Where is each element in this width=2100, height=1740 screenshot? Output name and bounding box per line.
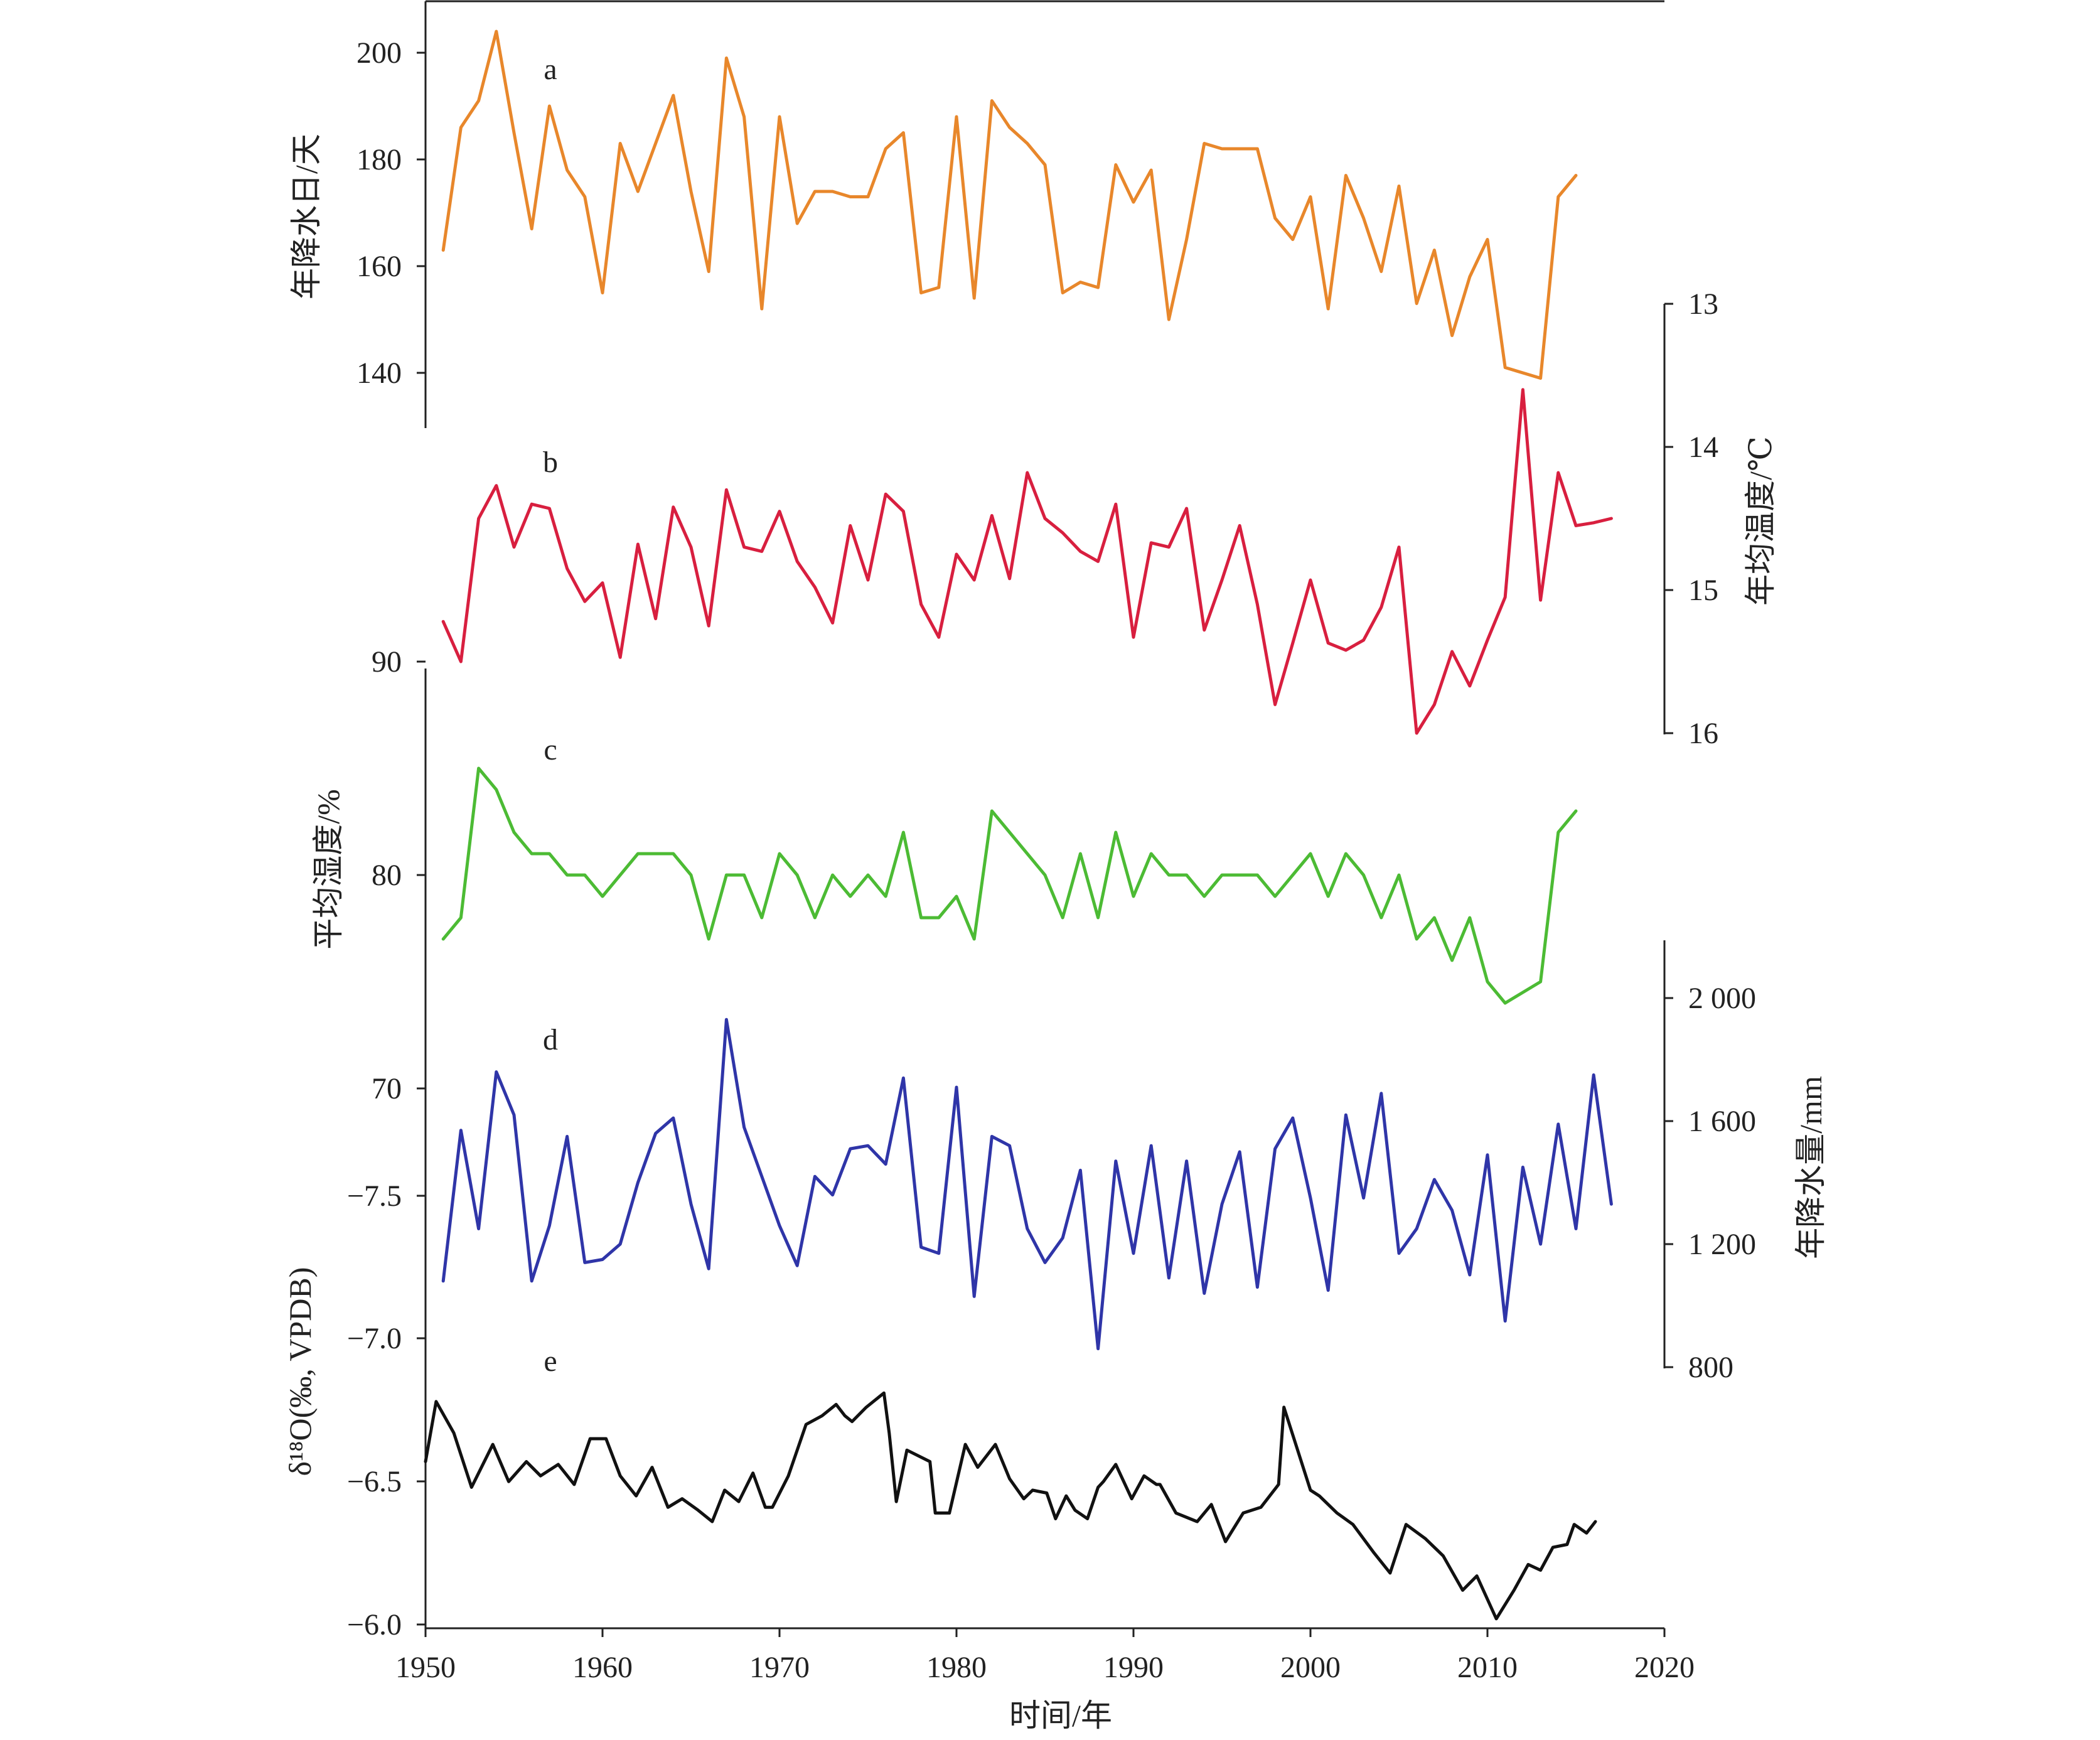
axis-e-ticks: −7.5 −7.0 −6.5 −6.0 <box>347 1179 426 1641</box>
b-axis-title: 年均温度/℃ <box>1743 436 1778 606</box>
b-tick-label-16: 16 <box>1688 717 1718 750</box>
x-tick-label-1970: 1970 <box>749 1651 810 1684</box>
x-tick-label-2000: 2000 <box>1280 1651 1341 1684</box>
panel-letter-a: a <box>544 53 557 86</box>
b-tick-label-14: 14 <box>1688 431 1718 464</box>
e-tick-label-m7-5: −7.5 <box>347 1179 402 1213</box>
x-axis-tick-labels: 1950 1960 1970 1980 1990 2000 2010 2020 <box>395 1651 1695 1684</box>
a-tick-label-180: 180 <box>356 143 402 176</box>
d-tick-label-2000: 2 000 <box>1688 982 1756 1015</box>
x-tick-label-1980: 1980 <box>926 1651 987 1684</box>
e-tick-label-m6-5: −6.5 <box>347 1465 402 1498</box>
x-axis-ticks <box>424 1628 1666 1637</box>
series-line-d <box>441 1018 1613 1351</box>
series-line-a <box>441 30 1578 380</box>
x-tick-label-2010: 2010 <box>1457 1651 1518 1684</box>
d-tick-label-800: 800 <box>1688 1351 1733 1384</box>
e-tick-label-m6-0: −6.0 <box>347 1608 402 1641</box>
axis-b-ticks: 13 14 15 16 <box>1664 287 1718 750</box>
b-tick-label-13: 13 <box>1688 287 1718 321</box>
a-tick-label-200: 200 <box>356 36 402 70</box>
e-axis-title: δ¹⁸O(‰, VPDB) <box>282 1267 318 1476</box>
series-layer <box>424 30 1613 1621</box>
axis-a-ticks: 200 180 160 140 <box>356 36 426 390</box>
c-axis-title: 平均湿度/% <box>311 789 346 950</box>
x-tick-label-1990: 1990 <box>1103 1651 1164 1684</box>
a-tick-label-140: 140 <box>356 357 402 390</box>
axis-c-ticks: 90 80 70 <box>372 645 426 1105</box>
a-tick-label-160: 160 <box>356 250 402 283</box>
x-tick-label-1960: 1960 <box>572 1651 633 1684</box>
axis-d-ticks: 2 000 1 600 1 200 800 <box>1664 982 1756 1384</box>
b-tick-label-15: 15 <box>1688 574 1718 607</box>
d-axis-title: 年降水量/mm <box>1793 1076 1828 1259</box>
e-tick-label-m7-0: −7.0 <box>347 1322 402 1355</box>
x-tick-label-1950: 1950 <box>395 1651 456 1684</box>
d-tick-label-1600: 1 600 <box>1688 1105 1756 1138</box>
panel-letter-b: b <box>543 446 558 479</box>
c-tick-label-80: 80 <box>372 859 402 892</box>
series-line-c <box>441 766 1578 1005</box>
c-tick-label-90: 90 <box>372 645 402 679</box>
panel-letter-c: c <box>544 733 557 766</box>
x-axis-title: 时间/年 <box>1009 1698 1112 1733</box>
series-line-b <box>441 388 1613 735</box>
panel-letter-d: d <box>543 1023 558 1056</box>
c-tick-label-70: 70 <box>372 1072 402 1105</box>
panel-letter-e: e <box>544 1345 557 1378</box>
d-tick-label-1200: 1 200 <box>1688 1228 1756 1261</box>
series-line-e <box>424 1391 1597 1621</box>
x-tick-label-2020: 2020 <box>1634 1651 1695 1684</box>
a-axis-title: 年降水日/天 <box>289 134 324 299</box>
